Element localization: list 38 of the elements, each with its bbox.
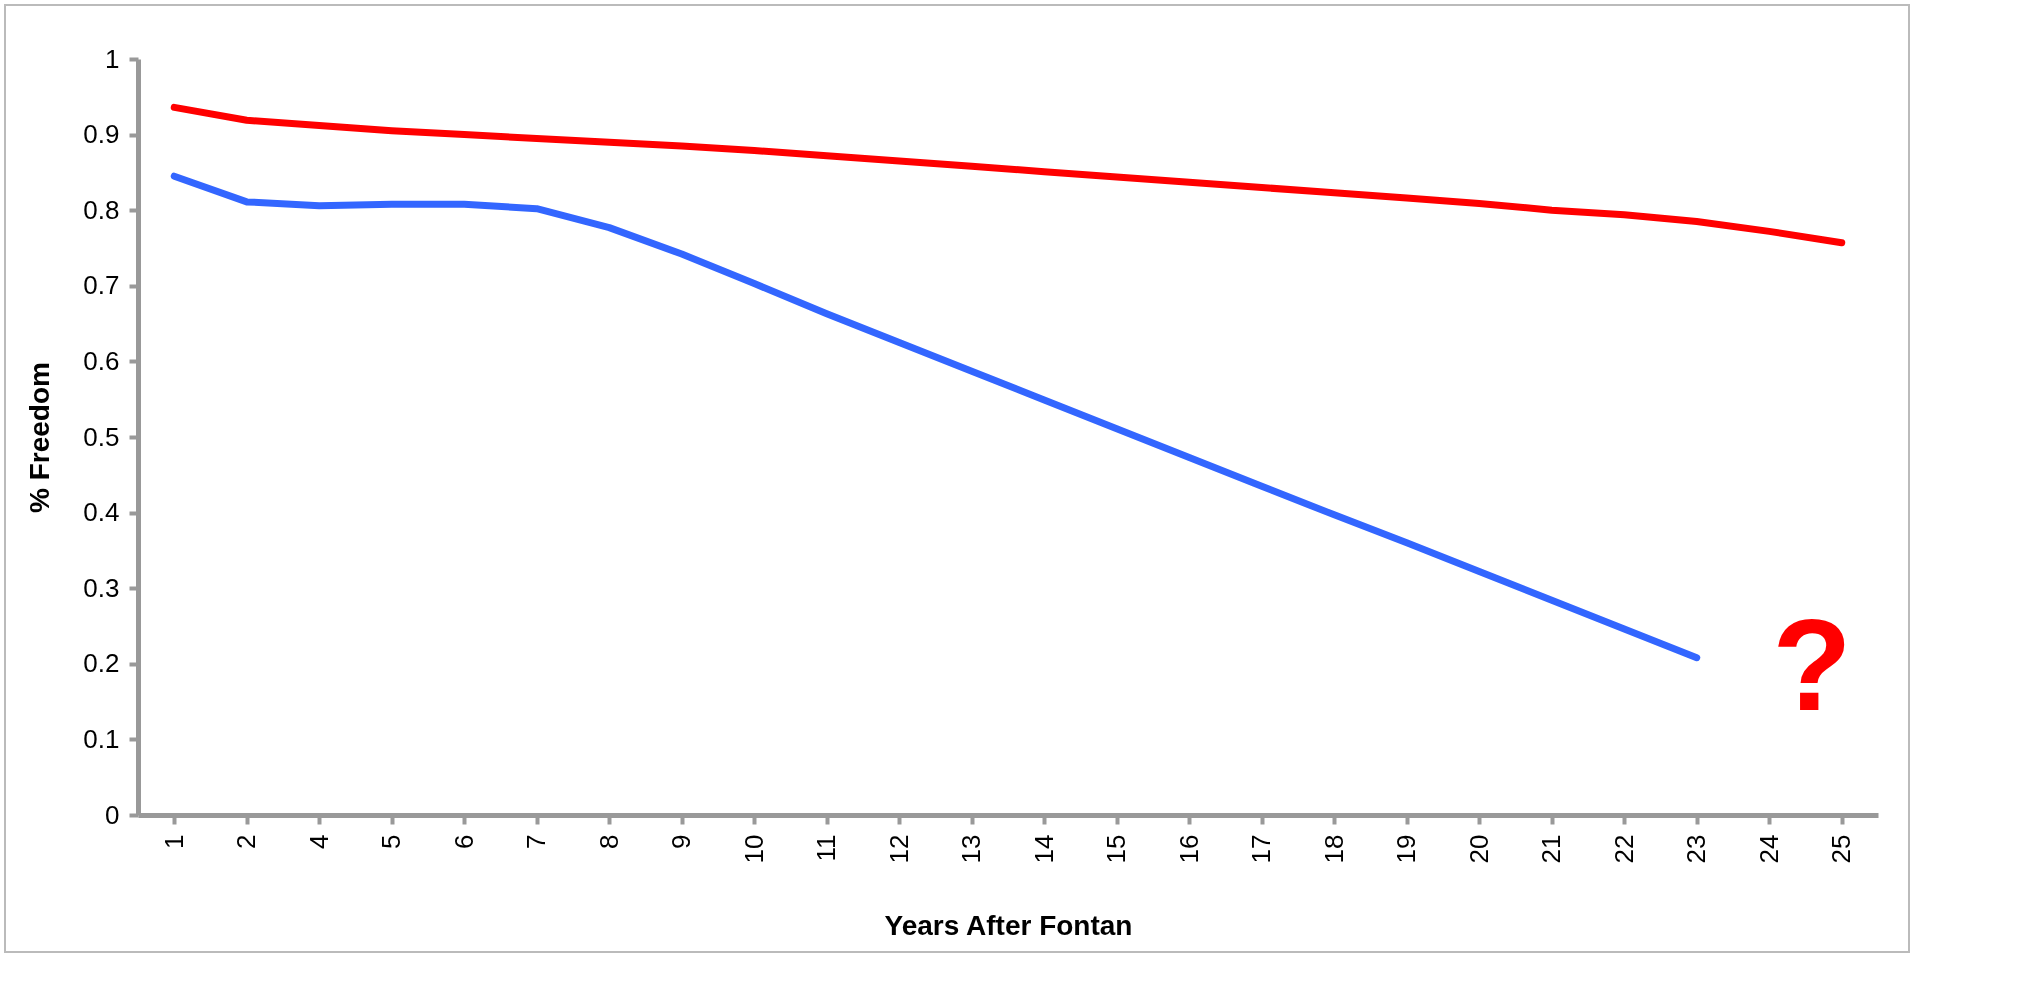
x-tick-label: 23 xyxy=(1681,834,1712,864)
y-tick-label: 1 xyxy=(105,43,120,74)
x-tick-label: 20 xyxy=(1463,834,1494,864)
x-tick-label: 6 xyxy=(448,834,479,849)
y-tick-label: 0.3 xyxy=(83,572,120,603)
y-tick-label: 0.9 xyxy=(83,119,120,150)
x-tick-label: 8 xyxy=(593,834,624,849)
y-axis-title: % Freedom xyxy=(24,362,56,513)
x-tick-label: 9 xyxy=(666,834,697,849)
y-tick-label: 0.2 xyxy=(83,648,120,679)
y-tick-label: 0.1 xyxy=(83,723,120,754)
x-tick-label: 22 xyxy=(1608,834,1639,864)
x-tick-label: 21 xyxy=(1536,834,1567,864)
x-tick-label: 12 xyxy=(883,834,914,864)
x-tick-label: 18 xyxy=(1318,834,1349,864)
x-tick-label: 2 xyxy=(231,834,262,849)
x-tick-label: 1 xyxy=(158,834,189,849)
x-tick-label: 15 xyxy=(1101,834,1132,864)
x-tick-label: 14 xyxy=(1028,834,1059,864)
x-tick-label: 10 xyxy=(738,834,769,864)
x-tick-label: 4 xyxy=(303,834,334,849)
x-tick-label: 19 xyxy=(1391,834,1422,864)
x-tick-label: 16 xyxy=(1173,834,1204,864)
x-tick-label: 13 xyxy=(956,834,987,864)
y-tick-label: 0.8 xyxy=(83,194,120,225)
x-tick-label: 17 xyxy=(1246,834,1277,864)
x-tick-label: 11 xyxy=(811,834,842,862)
x-tick-label: 25 xyxy=(1826,834,1857,864)
y-tick-label: 0.4 xyxy=(83,497,120,528)
x-tick-label: 24 xyxy=(1753,834,1784,864)
annotation: ? xyxy=(1772,592,1852,739)
y-tick-label: 0 xyxy=(105,799,120,830)
y-tick-label: 0.6 xyxy=(83,345,120,376)
y-tick-label: 0.7 xyxy=(83,270,120,301)
x-tick-label: 5 xyxy=(376,834,407,849)
x-axis-title: Years After Fontan xyxy=(884,910,1133,942)
x-tick-label: 7 xyxy=(521,834,552,849)
y-tick-label: 0.5 xyxy=(83,421,120,452)
